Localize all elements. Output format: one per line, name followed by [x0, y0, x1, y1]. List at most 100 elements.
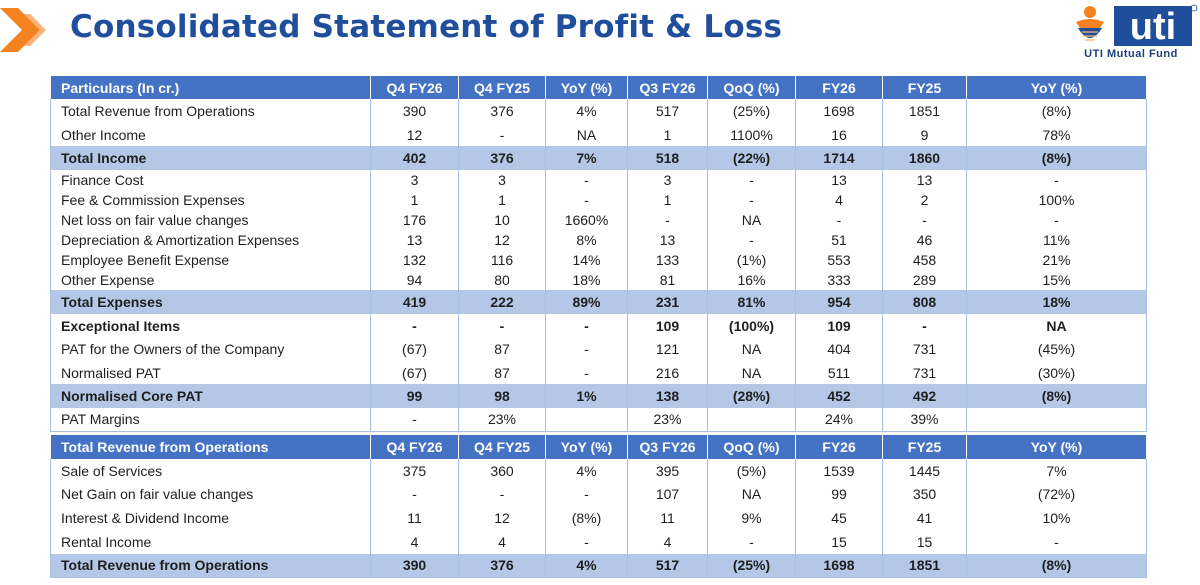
table-row: Finance Cost 3 3-3-13 13-: [50, 170, 1147, 190]
table-cell: 10%: [966, 506, 1147, 530]
table-cell: 4: [370, 530, 459, 554]
logo-caption: UTI Mutual Fund: [1084, 48, 1178, 60]
table-cell: 21%: [966, 250, 1147, 270]
table-cell: 511: [795, 361, 883, 384]
table-cell: (67): [370, 337, 459, 361]
table-cell: 15: [882, 530, 967, 554]
table-cell: 1698: [795, 99, 883, 123]
table-cell: 808: [882, 290, 967, 314]
table-cell: 15: [795, 530, 883, 554]
table-cell: -: [545, 530, 628, 554]
table-cell: -: [370, 314, 459, 337]
table-cell: 107: [627, 482, 708, 506]
table-cell: 18%: [545, 270, 628, 290]
table-cell: 133: [627, 250, 708, 270]
table-cell: (8%): [966, 384, 1147, 408]
table-row: Other Income 12- NA 1 1100% 16 9 78%: [50, 123, 1147, 146]
row-label: Sale of Services: [50, 459, 371, 482]
table-cell: 99: [370, 384, 459, 408]
table-cell: 121: [627, 337, 708, 361]
table-cell: 11: [627, 506, 708, 530]
table-cell: 100%: [966, 190, 1147, 210]
table-cell: -: [627, 210, 708, 230]
table-cell: (8%): [966, 99, 1147, 123]
column-header: FY25: [882, 435, 967, 459]
table-cell: (5%): [707, 459, 796, 482]
row-label: Finance Cost: [50, 170, 371, 190]
table-cell: NA: [707, 337, 796, 361]
table-cell: 99: [795, 482, 883, 506]
column-header: FY26: [795, 435, 883, 459]
table-cell: 16: [795, 123, 883, 146]
table-cell: 12: [458, 230, 546, 250]
table-cell: 81%: [707, 290, 796, 314]
row-label: Total Expenses: [50, 290, 371, 314]
table-row: Exceptional Items - - -109 (100%) 109- NA: [50, 314, 1147, 337]
row-label: PAT for the Owners of the Company: [50, 337, 371, 361]
table-cell: (100%): [707, 314, 796, 337]
table-cell: -: [882, 210, 967, 230]
table-cell: 51: [795, 230, 883, 250]
row-label: Rental Income: [50, 530, 371, 554]
row-label: Total Revenue from Operations: [50, 554, 371, 578]
table-cell: 390: [370, 99, 459, 123]
table-cell: (8%): [966, 554, 1147, 578]
table-cell: -: [882, 314, 967, 337]
table-cell: 231: [627, 290, 708, 314]
table-cell: NA: [966, 314, 1147, 337]
table-cell: -: [795, 210, 883, 230]
table-cell: -: [966, 170, 1147, 190]
column-header: Q4 FY25: [458, 435, 546, 459]
table-cell: 4%: [545, 99, 628, 123]
table-cell: 41: [882, 506, 967, 530]
table-cell: 1698: [795, 554, 883, 578]
table-cell: -: [545, 337, 628, 361]
table-cell: -: [707, 530, 796, 554]
table-cell: 395: [627, 459, 708, 482]
table-cell: -: [458, 482, 546, 506]
column-header: YoY (%): [545, 435, 628, 459]
table-cell: (1%): [707, 250, 796, 270]
table-cell: 80: [458, 270, 546, 290]
table-cell: -: [370, 482, 459, 506]
table-cell: 458: [882, 250, 967, 270]
table-cell: 11: [370, 506, 459, 530]
table-cell: -: [545, 170, 628, 190]
table-cell: 13: [370, 230, 459, 250]
table-row: Total Revenue from Operations 390 376 4% 517…: [50, 554, 1147, 578]
table-cell: 9: [882, 123, 967, 146]
table-cell: 1: [458, 190, 546, 210]
table-cell: 11%: [966, 230, 1147, 250]
table-cell: 402: [370, 146, 459, 170]
table-cell: -: [707, 170, 796, 190]
column-header: Q3 FY26: [627, 76, 708, 99]
table-cell: 45: [795, 506, 883, 530]
table-cell: 138: [627, 384, 708, 408]
table-cell: 517: [627, 554, 708, 578]
table-cell: 109: [795, 314, 883, 337]
table-cell: 14%: [545, 250, 628, 270]
row-label: Net loss on fair value changes: [50, 210, 371, 230]
column-header: Q3 FY26: [627, 435, 708, 459]
table-cell: 46: [882, 230, 967, 250]
column-header: FY25: [882, 76, 967, 99]
table-cell: 1714: [795, 146, 883, 170]
table-cell: 23%: [627, 408, 708, 432]
table-cell: 4: [627, 530, 708, 554]
table-cell: -: [458, 123, 546, 146]
table-cell: 24%: [795, 408, 883, 432]
logo-text: uti: [1130, 6, 1176, 48]
kalash-icon: [1076, 6, 1104, 41]
table-cell: -: [370, 408, 459, 432]
table-cell: (25%): [707, 554, 796, 578]
table-cell: 3: [370, 170, 459, 190]
table-row: Total Revenue from Operations 390 376 4% 517…: [50, 99, 1147, 123]
table-cell: [966, 408, 1147, 432]
row-label: Interest & Dividend Income: [50, 506, 371, 530]
table-cell: 289: [882, 270, 967, 290]
table-cell: 731: [882, 337, 967, 361]
row-label: Other Income: [50, 123, 371, 146]
table-cell: 10: [458, 210, 546, 230]
table-cell: 376: [458, 554, 546, 578]
row-label: PAT Margins: [50, 408, 371, 432]
